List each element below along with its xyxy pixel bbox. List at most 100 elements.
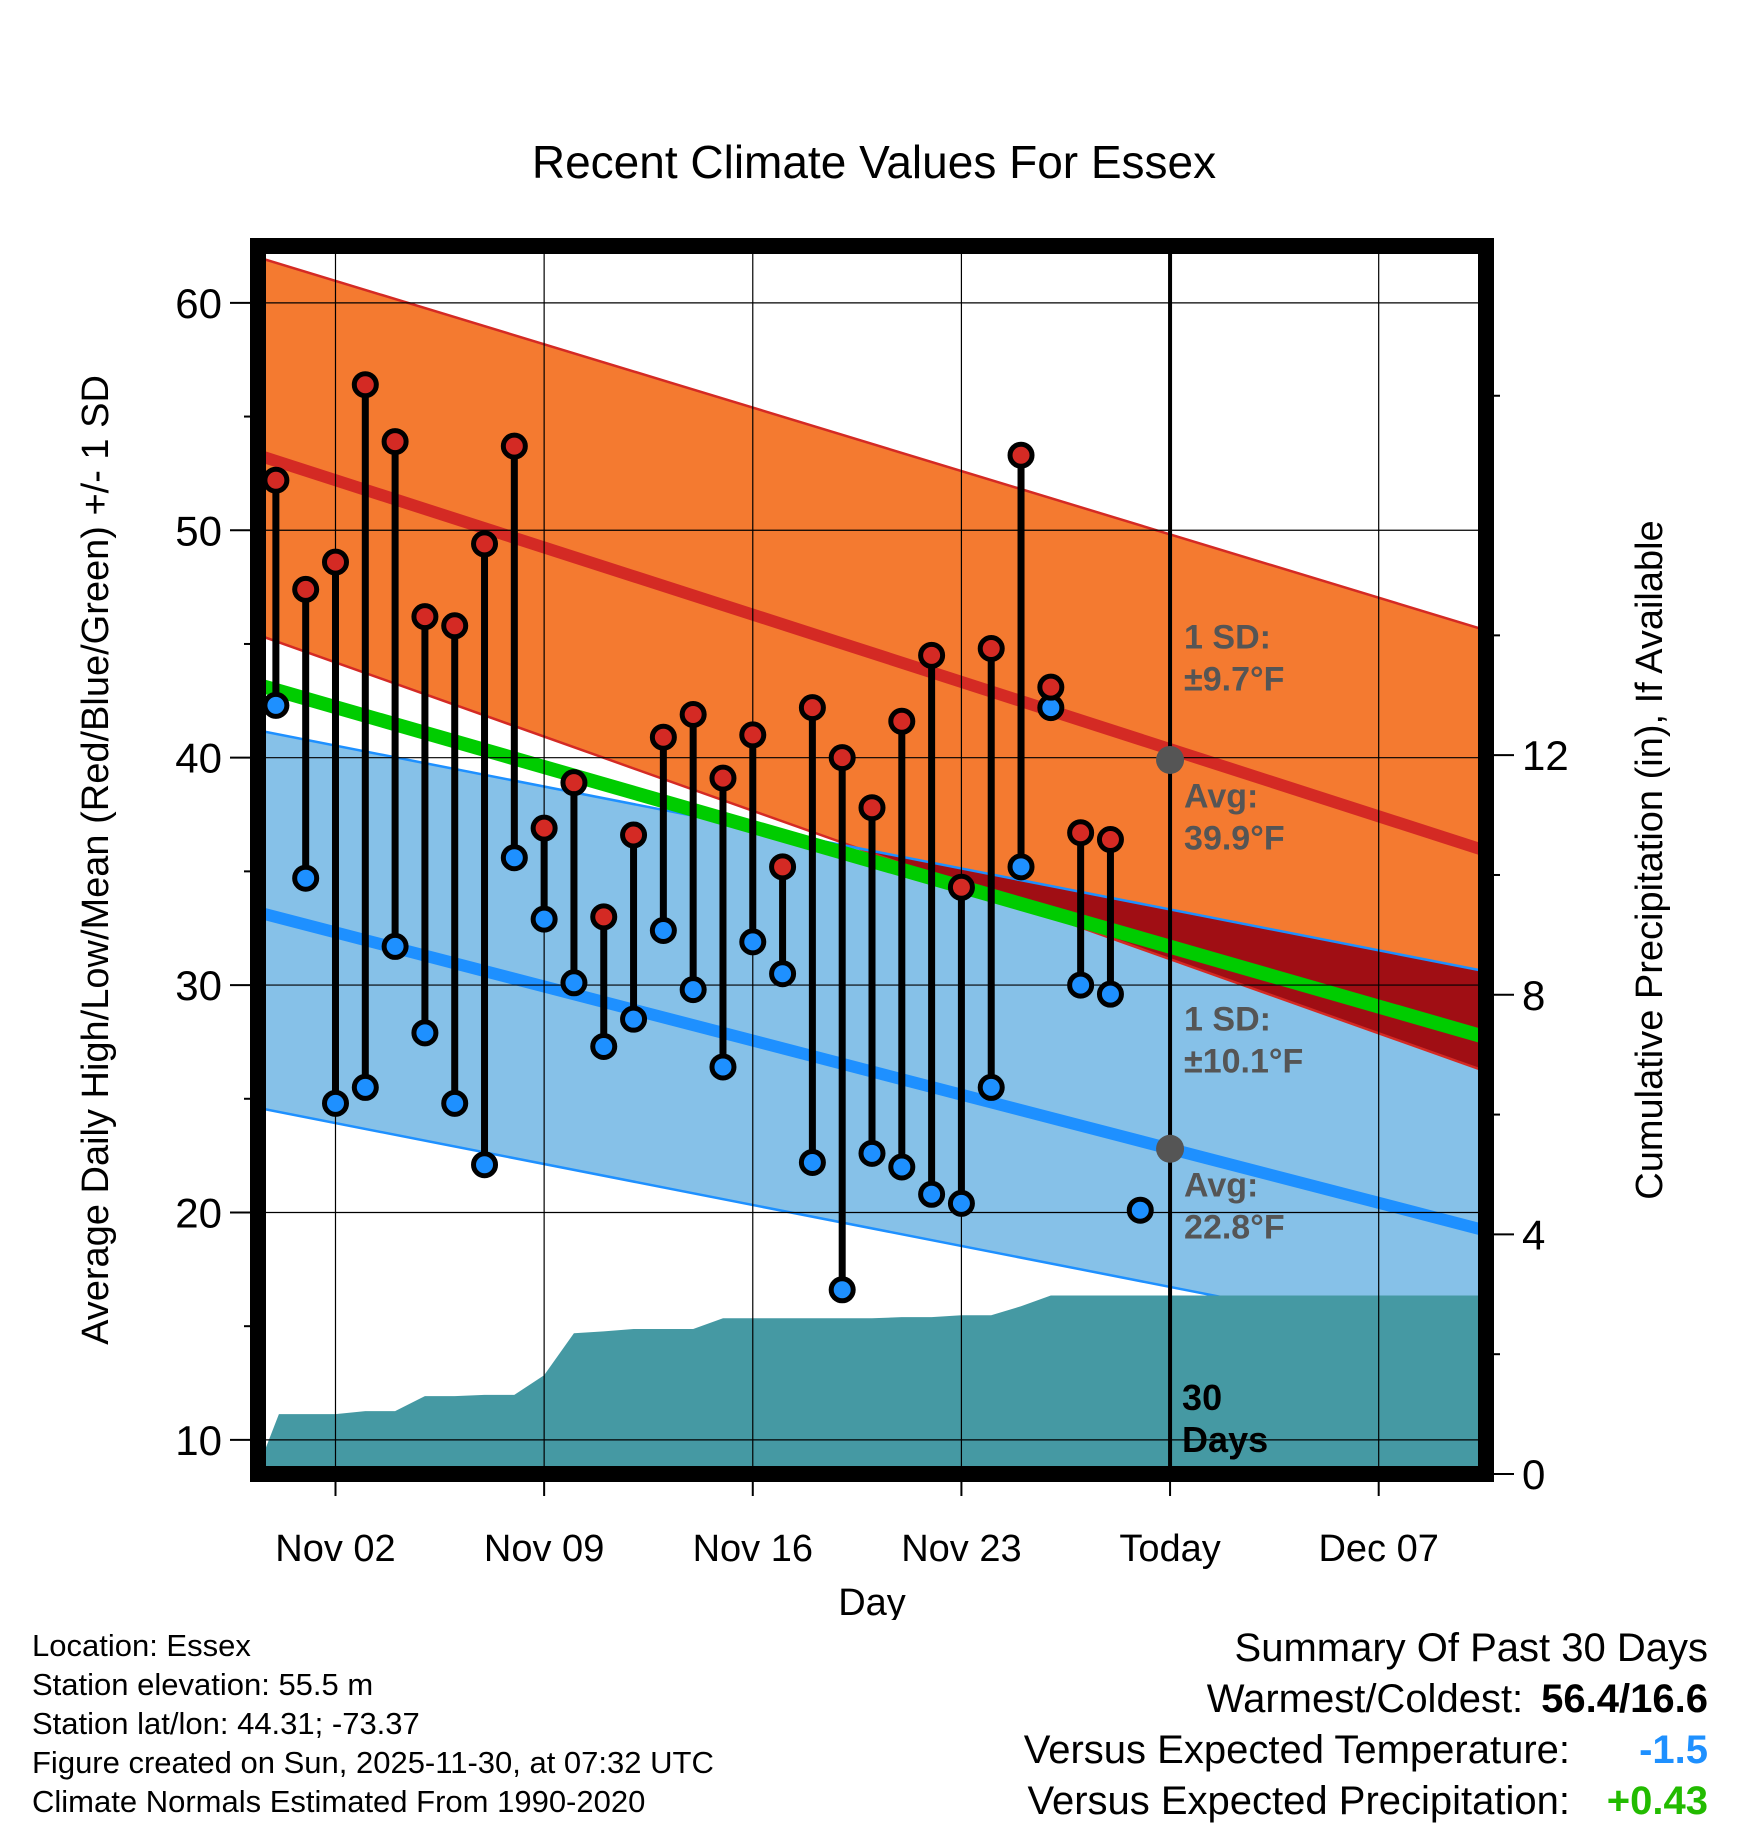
precip-value: +0.43 — [1606, 1779, 1708, 1823]
high-temp-point — [1037, 673, 1065, 701]
low-temp-point — [560, 969, 588, 997]
high-temp-point — [918, 641, 946, 669]
y-tick-label: 60 — [175, 280, 222, 327]
low-temp-point — [620, 1005, 648, 1033]
high-sd-upper-edge — [258, 256, 1486, 632]
climate-chart: Recent Climate Values For Essex 1 SD: ±9.… — [75, 136, 1671, 1620]
y2-axis-label: Cumulative Precipitation (in), If Availa… — [1629, 520, 1671, 1199]
high-temp-point — [381, 428, 409, 456]
meta-normals: Climate Normals Estimated From 1990-2020 — [32, 1784, 646, 1819]
y2-tick-label: 8 — [1522, 972, 1545, 1019]
meta-created: Figure created on Sun, 2025-11-30, at 07… — [32, 1745, 714, 1780]
temp-value: -1.5 — [1639, 1728, 1708, 1772]
warm-value: 56.4/16.6 — [1541, 1677, 1708, 1721]
high-sd-label: 1 SD: — [1184, 619, 1271, 657]
high-temp-point — [411, 603, 439, 631]
low-temp-point — [411, 1019, 439, 1047]
temp-label: Versus Expected Temperature: — [1023, 1728, 1570, 1772]
low-temp-point — [471, 1151, 499, 1179]
avg-high-line — [258, 449, 1486, 857]
summary-temp-row: Versus Expected Temperature: -1.5 — [1024, 1725, 1708, 1776]
x-tick-label: Today — [1119, 1528, 1220, 1570]
low-temp-point — [649, 916, 677, 944]
high-temp-point — [351, 371, 379, 399]
low-temp-point — [709, 1053, 737, 1081]
low-temp-point — [1096, 980, 1124, 1008]
high-temp-point — [649, 723, 677, 751]
days-label: 30 — [1182, 1377, 1222, 1418]
high-temp-point — [500, 432, 528, 460]
plot-frame — [250, 238, 1494, 1482]
low-temp-point — [262, 691, 290, 719]
precip-area — [258, 1295, 1486, 1474]
high-avg-label: 39.9°F — [1184, 820, 1285, 858]
high-temp-point — [262, 466, 290, 494]
low-temp-point — [441, 1089, 469, 1117]
days-label: Days — [1182, 1419, 1268, 1460]
low-temp-point — [590, 1032, 618, 1060]
high-temp-point — [530, 814, 558, 842]
high-avg-label: Avg: — [1184, 778, 1258, 816]
high-temp-point — [709, 764, 737, 792]
low-temp-point — [858, 1139, 886, 1167]
y-axis-label: Average Daily High/Low/Mean (Red/Blue/Gr… — [75, 375, 117, 1345]
x-tick-label: Nov 09 — [484, 1528, 604, 1570]
high-temp-point — [828, 744, 856, 772]
summary-title: Summary Of Past 30 Days — [1234, 1626, 1708, 1670]
high-temp-point — [471, 530, 499, 558]
low-sd-label: 1 SD: — [1184, 1001, 1271, 1039]
y2-tick-label: 0 — [1522, 1451, 1545, 1498]
summary-panel: Summary Of Past 30 Days Warmest/Coldest:… — [1024, 1623, 1708, 1827]
x-tick-label: Nov 23 — [901, 1528, 1021, 1570]
high-temp-point — [1067, 819, 1095, 847]
low-temp-point — [351, 1073, 379, 1101]
low-temp-point — [530, 905, 558, 933]
meta-elevation: Station elevation: 55.5 m — [32, 1667, 374, 1702]
low-temp-point — [1067, 971, 1095, 999]
x-tick-label: Nov 02 — [275, 1528, 395, 1570]
high-temp-point — [888, 707, 916, 735]
summary-precip-row: Versus Expected Precipitation: +0.43 — [1024, 1776, 1708, 1827]
high-temp-point — [441, 612, 469, 640]
high-temp-point — [858, 794, 886, 822]
chart-title: Recent Climate Values For Essex — [532, 136, 1216, 188]
low-temp-point — [1007, 853, 1035, 881]
high-temp-point — [679, 700, 707, 728]
low-temp-point — [500, 844, 528, 872]
low-temp-point — [828, 1276, 856, 1304]
meta-location: Location: Essex — [32, 1628, 251, 1663]
today-low-avg-marker — [1156, 1134, 1185, 1163]
low-temp-point — [947, 1189, 975, 1217]
station-metadata: Location: Essex Station elevation: 55.5 … — [32, 1626, 714, 1821]
low-temp-point — [977, 1073, 1005, 1101]
high-temp-point — [769, 853, 797, 881]
low-temp-point — [739, 928, 767, 956]
high-temp-point — [1007, 441, 1035, 469]
high-temp-point — [798, 694, 826, 722]
summary-warm-row: Warmest/Coldest: 56.4/16.6 — [1024, 1674, 1708, 1725]
low-avg-label: 22.8°F — [1184, 1209, 1285, 1247]
today-high-avg-marker — [1156, 745, 1185, 774]
low-sd-label: ±10.1°F — [1184, 1043, 1303, 1081]
high-temp-point — [739, 721, 767, 749]
low-temp-point — [798, 1148, 826, 1176]
y-tick-label: 50 — [175, 507, 222, 554]
low-temp-point — [888, 1153, 916, 1181]
meta-latlon: Station lat/lon: 44.31; -73.37 — [32, 1706, 420, 1741]
high-temp-point — [321, 548, 349, 576]
y-tick-label: 40 — [175, 735, 222, 782]
x-axis-label: Day — [838, 1582, 906, 1620]
x-tick-label: Dec 07 — [1318, 1528, 1438, 1570]
low-temp-point — [769, 960, 797, 988]
high-sd-band — [258, 257, 1486, 1072]
high-temp-point — [977, 635, 1005, 663]
precip-label: Versus Expected Precipitation: — [1027, 1779, 1570, 1823]
high-temp-point — [1096, 826, 1124, 854]
y-tick-label: 30 — [175, 962, 222, 1009]
y-tick-label: 10 — [175, 1417, 222, 1464]
high-temp-point — [590, 903, 618, 931]
low-temp-point — [1126, 1196, 1154, 1224]
low-temp-point — [918, 1180, 946, 1208]
low-temp-point — [679, 976, 707, 1004]
y2-tick-label: 12 — [1522, 732, 1569, 779]
